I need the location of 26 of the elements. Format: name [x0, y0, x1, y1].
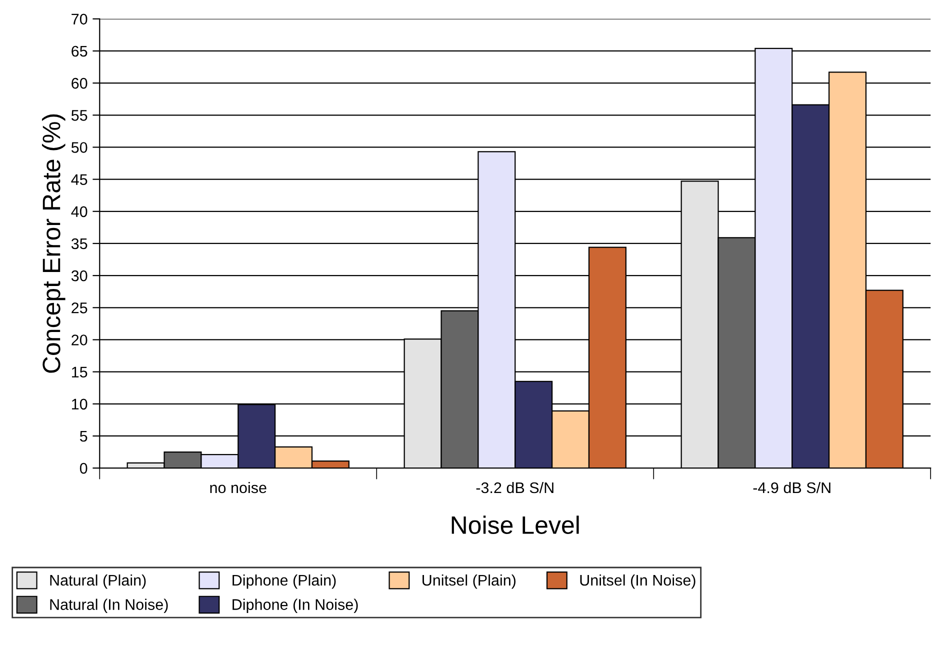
y-tick-label: 0	[80, 462, 88, 474]
x-tick-label: -4.9 dB S/N	[753, 482, 830, 494]
x-tick-label: -3.2 dB S/N	[476, 482, 554, 494]
legend-label: Unitsel (Plain)	[422, 574, 516, 589]
y-tick-label: 15	[72, 366, 88, 378]
y-tick-label: 70	[72, 14, 88, 25]
legend-label: Diphone (Plain)	[232, 574, 336, 589]
y-tick-label: 10	[72, 398, 88, 410]
y-tick-label: 20	[72, 334, 88, 346]
y-tick-label: 30	[71, 270, 88, 282]
legend-label: Natural (In Noise)	[50, 598, 168, 613]
y-tick-label: 35	[71, 238, 88, 250]
y-tick-label: 60	[72, 78, 88, 89]
legend-label: Unitsel (In Noise)	[580, 574, 696, 589]
y-tick-label: 55	[71, 110, 88, 121]
y-tick-label: 25	[72, 302, 88, 314]
x-tick-label: no noise	[210, 482, 266, 494]
x-axis-title: Noise Level	[452, 516, 579, 534]
y-axis-title: Concept Error Rate (%)	[42, 114, 66, 373]
legend-label: Natural (Plain)	[50, 574, 146, 589]
y-tick-label: 45	[71, 174, 88, 185]
y-tick-label: 5	[80, 431, 88, 442]
y-tick-label: 40	[71, 206, 88, 218]
y-tick-label: 50	[71, 142, 88, 153]
legend-label: Diphone (In Noise)	[232, 598, 358, 613]
y-tick-label: 65	[72, 46, 88, 57]
